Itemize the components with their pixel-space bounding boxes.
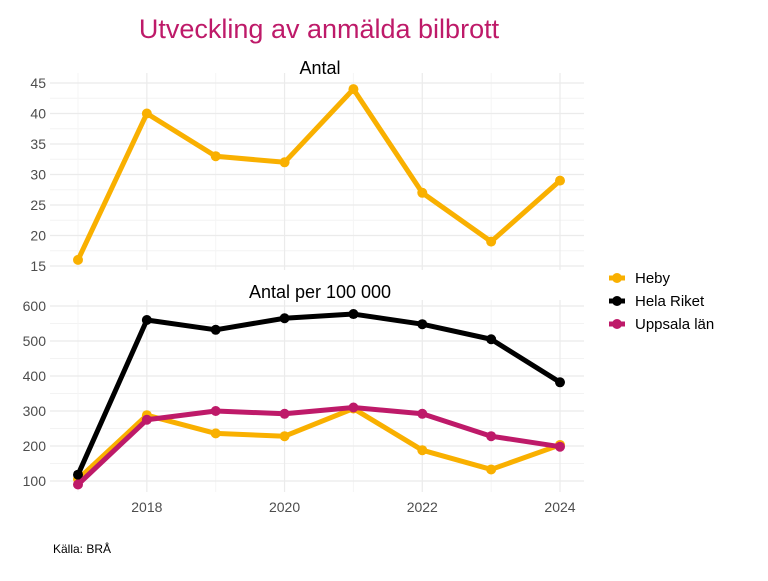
y-tick-label: 20 [30, 228, 46, 244]
legend-label: Hela Riket [635, 293, 705, 310]
data-point [555, 175, 565, 186]
series-line-hela-riket [75, 311, 562, 476]
data-point [486, 431, 497, 442]
legend-label: Heby [635, 270, 671, 287]
data-point [141, 108, 152, 119]
data-point [348, 84, 359, 95]
y-tick-label: 100 [23, 473, 47, 489]
data-point [279, 157, 290, 168]
series-line-heby [75, 86, 562, 261]
x-tick-label: 2020 [269, 499, 300, 515]
data-point [210, 428, 221, 439]
legend-key-point [612, 296, 622, 306]
data-point [417, 187, 428, 198]
data-point [210, 324, 221, 335]
data-point [417, 408, 428, 419]
legend: Heby Hela Riket Uppsala län [609, 270, 714, 333]
y-tick-label: 600 [23, 298, 47, 314]
data-point [210, 151, 221, 162]
data-point [486, 236, 497, 247]
data-point [279, 313, 290, 324]
data-point [141, 414, 152, 425]
data-point [279, 408, 290, 419]
y-tick-label: 15 [30, 258, 46, 274]
data-point [141, 315, 152, 325]
data-point [210, 406, 221, 416]
data-point [73, 469, 83, 480]
panel-title-antal: Antal [299, 58, 340, 78]
legend-label: Uppsala län [635, 316, 714, 333]
data-point [486, 464, 497, 475]
x-tick-label: 2024 [544, 499, 575, 515]
x-tick-label: 2018 [131, 499, 162, 515]
data-point [417, 445, 428, 456]
y-tick-label: 500 [23, 333, 47, 349]
panel-title-per100k: Antal per 100 000 [249, 282, 391, 302]
y-tick-label: 200 [23, 438, 47, 454]
y-tick-label: 35 [30, 136, 46, 152]
data-point [73, 479, 83, 490]
y-tick-label: 300 [23, 403, 47, 419]
source-caption: Källa: BRÅ [53, 541, 111, 556]
data-point [73, 254, 83, 265]
data-point [279, 431, 290, 442]
data-point [555, 377, 565, 388]
data-point [417, 319, 428, 330]
data-point [348, 309, 359, 320]
panel-0: 15 20 25 30 35 40 45 [30, 73, 584, 274]
chart-title: Utveckling av anmälda bilbrott [139, 14, 500, 44]
y-tick-label: 45 [30, 75, 46, 91]
panel-1: 100 200 300 400 500 600 2018 2020 2022 2024 [23, 298, 584, 515]
data-point [486, 334, 497, 345]
y-tick-label: 30 [30, 167, 46, 183]
y-tick-label: 40 [30, 106, 46, 122]
y-tick-label: 400 [23, 368, 47, 384]
data-point [348, 402, 359, 413]
legend-key-point [612, 273, 622, 283]
legend-key-point [612, 319, 622, 329]
y-tick-label: 25 [30, 197, 46, 213]
series-line-uppsala-län [76, 405, 561, 487]
data-point [555, 441, 565, 452]
x-tick-label: 2022 [407, 499, 438, 515]
